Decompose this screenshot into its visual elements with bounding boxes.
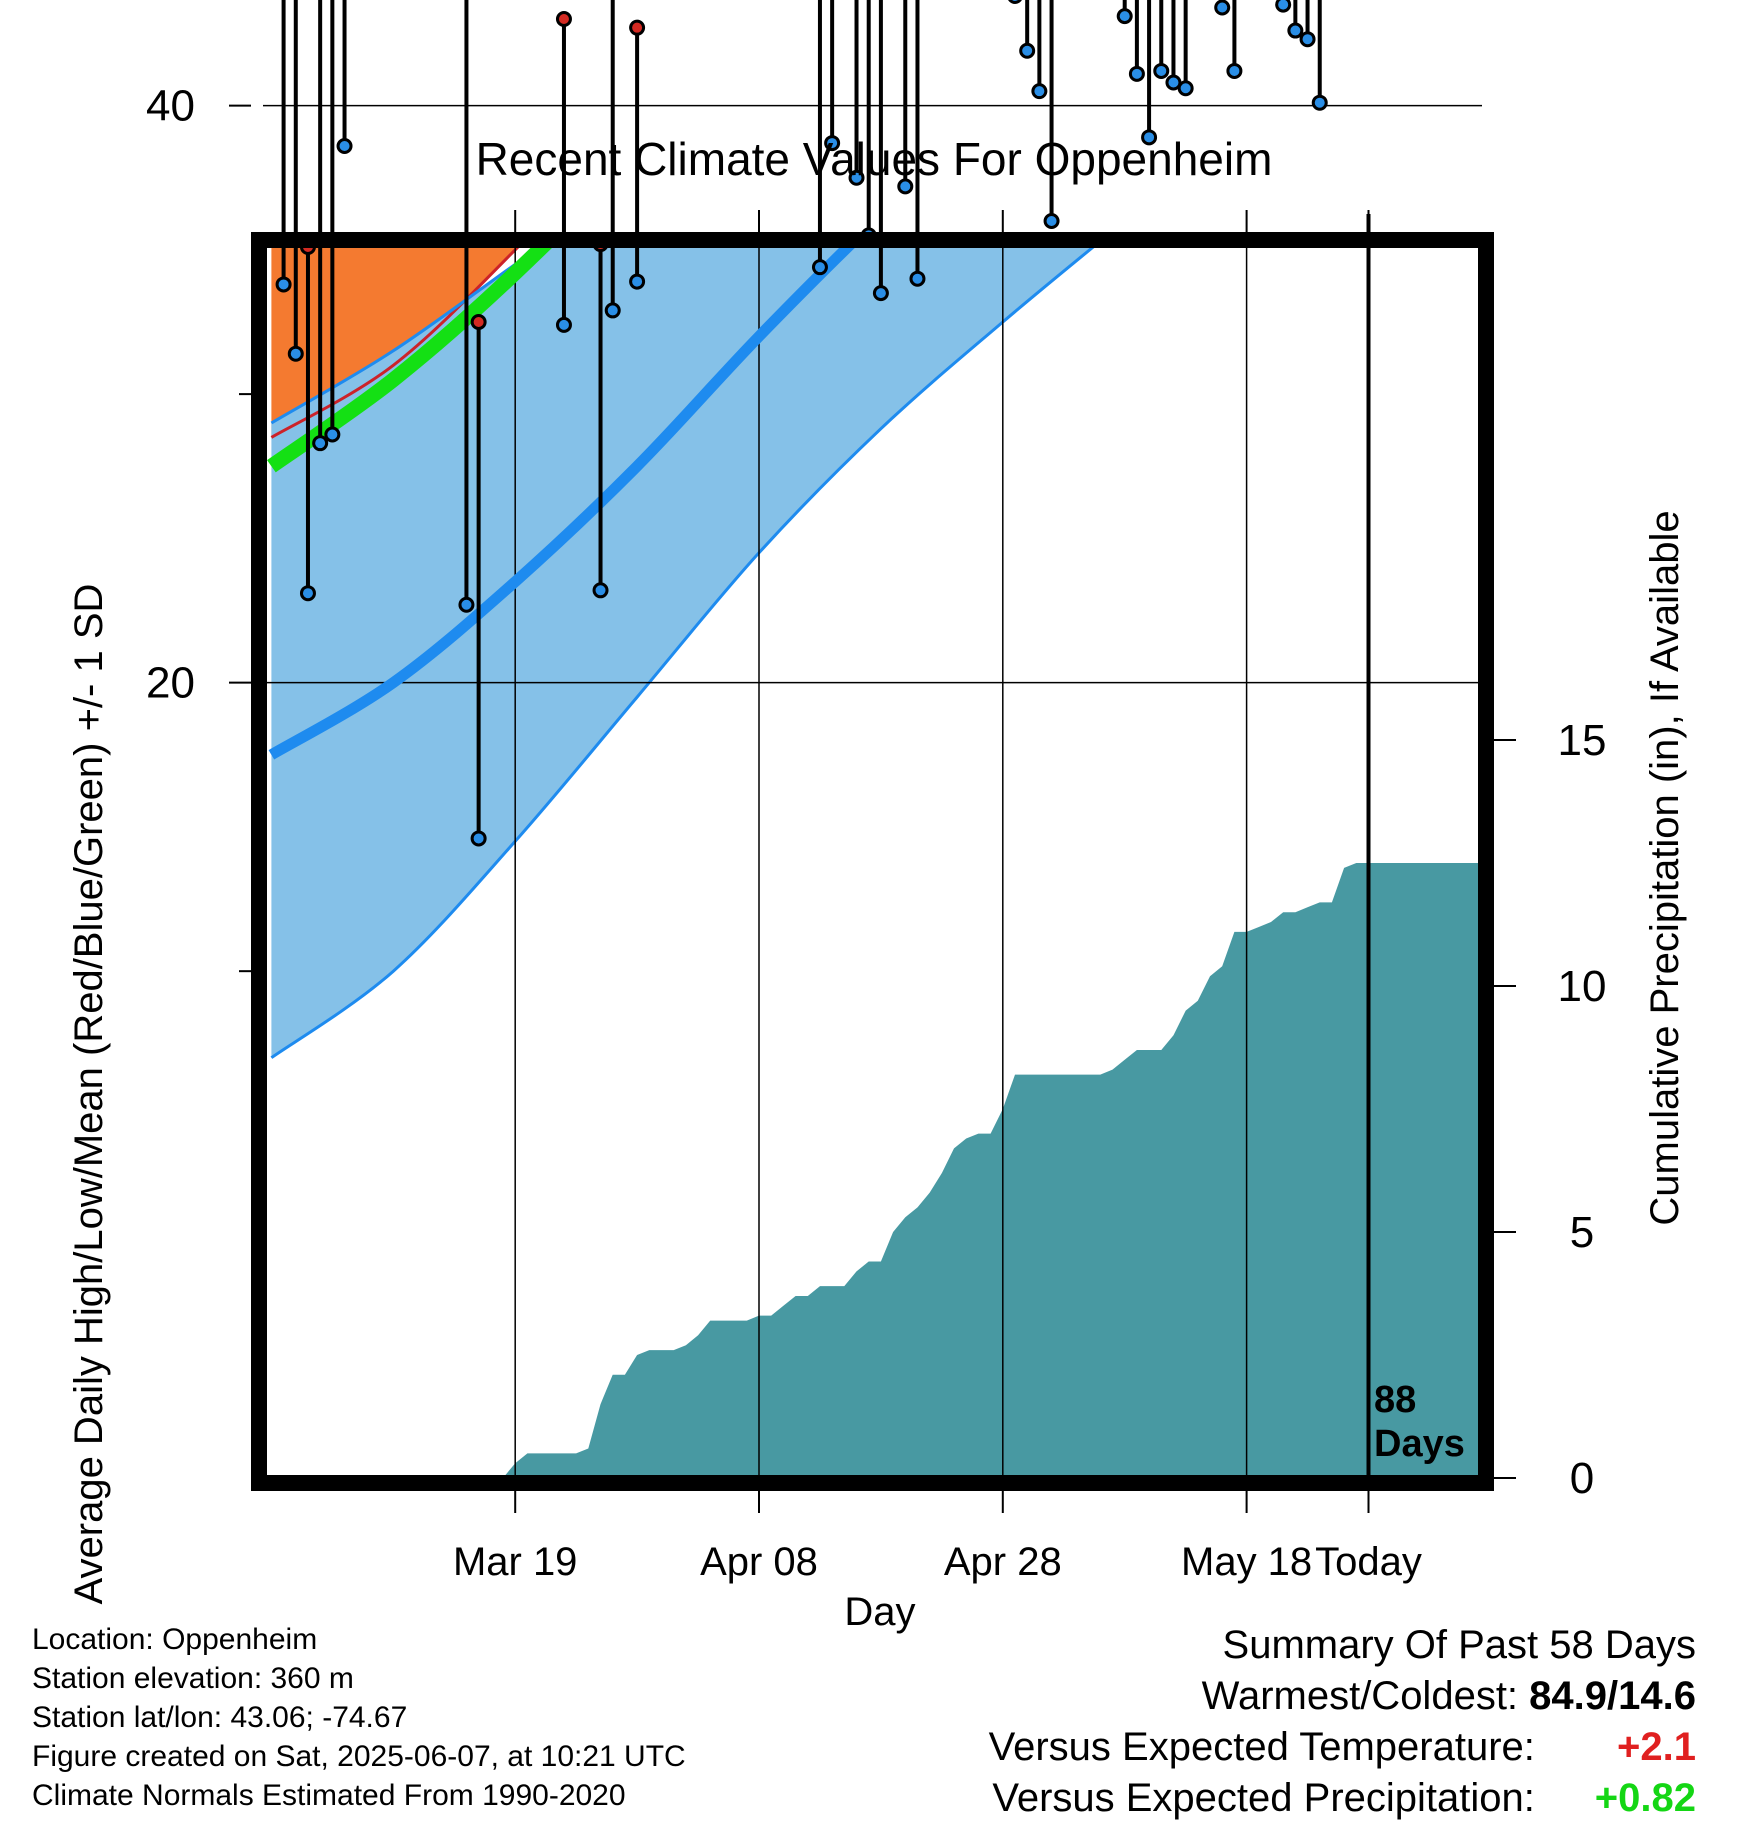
- daily-low-point: [848, 169, 865, 186]
- y-tick-label: 40: [146, 82, 195, 131]
- daily-low-point: [872, 285, 889, 302]
- daily-low-point: [1275, 0, 1292, 13]
- summary-panel: Summary Of Past 58 Days Warmest/Coldest:…: [989, 1620, 1696, 1824]
- daily-low-point: [1177, 80, 1194, 97]
- today-days-number: 88: [1374, 1379, 1417, 1421]
- x-tick-label: Today: [1315, 1540, 1422, 1584]
- x-tick-label: Apr 28: [944, 1540, 1062, 1584]
- normal-low-line: [268, 244, 859, 760]
- daily-low-point: [1311, 94, 1328, 111]
- normal-lines: [267, 244, 859, 760]
- station-location: Location: Oppenheim: [32, 1623, 318, 1656]
- cumulative-precip-area: [503, 863, 1479, 1478]
- daily-low-point: [897, 178, 914, 195]
- precip-anomaly-value: +0.82: [1594, 1776, 1696, 1820]
- temp-anomaly-label: Versus Expected Temperature:: [988, 1725, 1535, 1769]
- daily-low-point: [1287, 22, 1304, 39]
- x-tick-label: May 18: [1181, 1540, 1312, 1584]
- y2-tick-label: 5: [1570, 1208, 1594, 1257]
- daily-low-point: [324, 426, 341, 443]
- warmest-coldest-label: Warmest/Coldest:: [1201, 1674, 1519, 1718]
- normals-period: Climate Normals Estimated From 1990-2020: [32, 1779, 626, 1812]
- warmest-coldest-value: 84.9/14.6: [1529, 1674, 1696, 1718]
- daily-low-point: [592, 582, 609, 599]
- summary-precipitation: Versus Expected Precipitation: +0.82: [989, 1773, 1696, 1824]
- daily-low-point: [1031, 83, 1048, 100]
- daily-low-point: [1226, 62, 1243, 79]
- daily-low-point: [1299, 31, 1316, 48]
- y-axis-label: Average Daily High/Low/Mean (Red/Blue/Gr…: [67, 583, 111, 1605]
- low-sd-lower-edge: [270, 244, 1100, 1059]
- daily-low-point: [287, 345, 304, 362]
- daily-low-point: [336, 137, 353, 154]
- daily-low-point: [470, 830, 487, 847]
- daily-low-point: [604, 302, 621, 319]
- y-tick-label: 20: [146, 659, 195, 708]
- daily-low-point: [629, 273, 646, 290]
- daily-low-point: [1214, 0, 1231, 16]
- daily-low-point: [299, 585, 316, 602]
- daily-low-point: [275, 276, 292, 293]
- daily-high-point: [555, 11, 572, 28]
- today-days-word: Days: [1374, 1423, 1465, 1465]
- daily-low-point: [824, 135, 841, 152]
- low-sd-upper-edge: [270, 244, 548, 425]
- daily-low-point: [909, 270, 926, 287]
- plot-frame: [251, 232, 1494, 1491]
- daily-low-point: [1165, 74, 1182, 91]
- chart-title: Recent Climate Values For Oppenheim: [475, 133, 1273, 185]
- precip-anomaly-label: Versus Expected Precipitation:: [992, 1776, 1535, 1820]
- normal-mean-line: [267, 244, 556, 473]
- station-latlon: Station lat/lon: 43.06; -74.67: [32, 1701, 408, 1734]
- daily-low-point: [1043, 212, 1060, 229]
- daily-low-point: [1153, 62, 1170, 79]
- daily-stems: [281, 0, 1322, 839]
- daily-low-point: [458, 596, 475, 613]
- daily-high-point: [629, 19, 646, 36]
- temp-anomaly-value: +2.1: [1617, 1725, 1696, 1769]
- high-sd-lower-edge: [270, 244, 524, 439]
- daily-low-point: [1128, 65, 1145, 82]
- daily-low-point: [1116, 8, 1133, 25]
- summary-warmest-coldest: Warmest/Coldest: 84.9/14.6: [989, 1671, 1696, 1722]
- x-axis-label: Day: [844, 1590, 916, 1634]
- y2-tick-label: 15: [1558, 716, 1607, 765]
- daily-low-point: [1141, 129, 1158, 146]
- summary-heading: Summary Of Past 58 Days: [1222, 1623, 1696, 1667]
- y2-tick-label: 10: [1558, 962, 1607, 1011]
- figure-created: Figure created on Sat, 2025-06-07, at 10…: [32, 1740, 686, 1773]
- daily-low-point: [312, 435, 329, 452]
- x-tick-label: Mar 19: [453, 1540, 578, 1584]
- today-days-label: 88 Days: [1374, 1378, 1465, 1466]
- summary-temperature: Versus Expected Temperature: +2.1: [989, 1722, 1696, 1773]
- daily-low-point: [811, 259, 828, 276]
- station-info: Location: Oppenheim Station elevation: 3…: [32, 1620, 686, 1815]
- y2-axis-label: Cumulative Precipitation (in), If Availa…: [1643, 510, 1687, 1226]
- daily-low-point: [1019, 42, 1036, 59]
- daily-high-point: [470, 313, 487, 330]
- x-tick-label: Apr 08: [700, 1540, 818, 1584]
- y2-tick-label: 0: [1570, 1454, 1594, 1503]
- daily-low-point: [555, 316, 572, 333]
- precip-area: [503, 863, 1479, 1478]
- plot-border: [251, 232, 1494, 1491]
- daily-low-point: [1008, 0, 1022, 4]
- station-elevation: Station elevation: 360 m: [32, 1662, 354, 1695]
